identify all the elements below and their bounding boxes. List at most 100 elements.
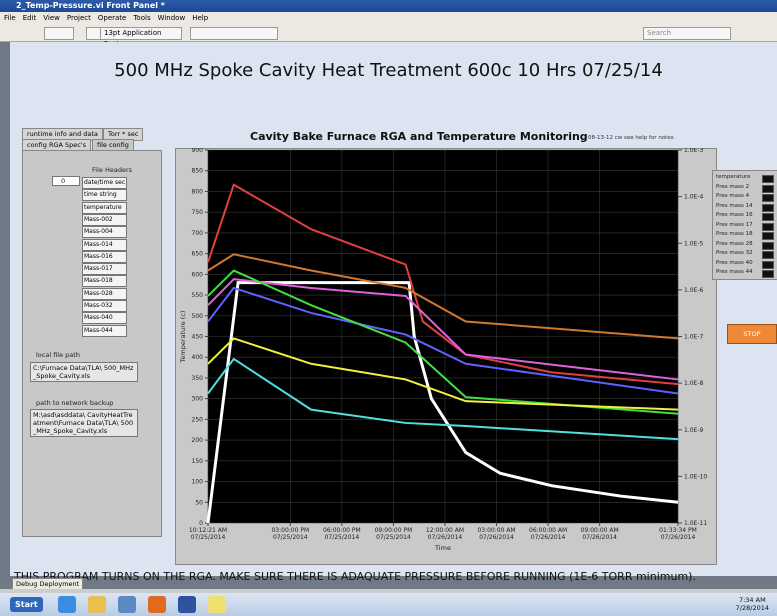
series-line xyxy=(207,253,679,340)
app-icon[interactable] xyxy=(118,596,136,613)
legend-entry: temperature xyxy=(716,174,751,180)
clock-time: 7:34 AM xyxy=(738,596,766,604)
tab[interactable]: file config xyxy=(92,139,134,152)
x-tick-label: 10:12:21 AM 07/25/2014 xyxy=(188,527,228,541)
y-tick-label: 700 xyxy=(192,230,204,237)
start-button[interactable]: Start xyxy=(10,597,43,612)
legend-swatch xyxy=(762,175,774,183)
file-header-item[interactable]: temperature xyxy=(82,201,127,214)
y-tick-label: 250 xyxy=(192,416,204,423)
y-tick-label: 150 xyxy=(192,458,204,465)
file-header-item[interactable]: Mass-004 xyxy=(82,226,127,239)
index-control[interactable]: 0 xyxy=(52,176,80,186)
x-tick-label: 03:00:00 AM 07/26/2014 xyxy=(477,527,516,541)
y2-tick-label: 1.0E-5 xyxy=(684,240,703,247)
file-headers-label: File Headers xyxy=(92,166,132,174)
legend-swatch xyxy=(762,270,774,278)
search-box[interactable]: Search xyxy=(643,27,731,40)
series-line xyxy=(207,278,679,381)
y2-tick-label: 1.0E-9 xyxy=(684,427,703,434)
legend-entry: Pres mass 2 xyxy=(716,183,750,190)
legend-swatch xyxy=(762,241,774,250)
footer-note: THIS PROGRAM TURNS ON THE RGA. MAKE SURE… xyxy=(14,570,696,583)
x-axis-label: Time xyxy=(434,544,451,552)
y-axis-label: Temperature (c) xyxy=(179,311,187,364)
menu-bar: File Edit View Project Operate Tools Window Hel… xyxy=(0,12,777,24)
x-tick-label: 06:00:00 PM 07/25/2014 xyxy=(323,527,361,541)
y-tick-label: 850 xyxy=(192,168,204,175)
legend-entry: Pres mass 28 xyxy=(716,240,753,247)
x-tick-label: 06:00:00 AM 07/26/2014 xyxy=(529,527,568,541)
y-tick-label: 300 xyxy=(192,396,204,403)
menu-item[interactable]: File xyxy=(4,14,16,22)
y2-tick-label: 1.0E-6 xyxy=(684,287,703,294)
chart: 0 50 100 150 200 250 300 350 400 450 500 550 600 650 7… xyxy=(179,148,707,552)
run-buttons[interactable] xyxy=(44,27,74,40)
legend-swatch xyxy=(762,232,774,240)
y-tick-label: 500 xyxy=(192,313,204,320)
y2-tick-label: 1.0E-10 xyxy=(684,473,707,480)
y2-tick-label: 1.0E-3 xyxy=(684,148,703,154)
legend-entry: Pres mass 16 xyxy=(716,212,753,218)
x-tick-label: 09:00:00 PM 07/25/2014 xyxy=(374,527,413,541)
legend-swatch xyxy=(762,194,774,202)
file-header-item[interactable]: Mass-028 xyxy=(82,287,127,300)
legend: temperature Pres mass 2 Pres mass 4 Pres ma… xyxy=(712,170,777,280)
y-tick-label: 350 xyxy=(192,375,204,382)
legend-entry: Pres mass 32 xyxy=(716,250,753,256)
y-tick-label: 200 xyxy=(192,437,204,444)
window-title: 2_Temp-Pressure.vi Front Panel * xyxy=(16,1,165,10)
network-path[interactable]: M:\asd\asddata\ CavityHeatTreatment\Furn… xyxy=(30,409,138,437)
file-header-item[interactable]: Mass-017 xyxy=(82,263,127,276)
file-header-item[interactable]: Mass-032 xyxy=(82,300,127,312)
app-icon[interactable] xyxy=(178,596,196,613)
series-line xyxy=(207,337,679,411)
x-tick-label: 01:33:34 PM 07/26/2014 xyxy=(659,527,697,541)
y-tick-label: 650 xyxy=(192,251,204,258)
app-icon[interactable] xyxy=(88,596,106,613)
y-tick-label: 900 xyxy=(192,148,204,154)
file-header-item[interactable]: time string xyxy=(82,189,127,202)
clock-date: 7/28/2014 xyxy=(735,604,769,612)
legend-swatch xyxy=(762,222,774,231)
chart-title: Cavity Bake Furnace RGA and Temperature … xyxy=(250,130,588,143)
app-icon[interactable] xyxy=(58,596,76,613)
taskbar: Start 7:34 AM 7/28/2014 xyxy=(0,593,777,616)
series-line xyxy=(207,357,679,441)
x-tick-label: 03:00:00 PM 07/25/2014 xyxy=(271,527,310,541)
file-header-item[interactable]: date/time sec xyxy=(82,177,127,189)
title-bar: 2_Temp-Pressure.vi Front Panel * xyxy=(0,0,777,12)
y-tick-label: 100 xyxy=(192,479,204,486)
file-header-item[interactable]: Mass-002 xyxy=(82,213,127,226)
y-tick-label: 800 xyxy=(192,188,204,195)
scrollbar[interactable] xyxy=(0,589,777,593)
y2-tick-label: 1.0E-4 xyxy=(684,194,703,201)
series-line xyxy=(207,269,679,415)
menu-item[interactable]: Window xyxy=(157,14,186,22)
local-path-label: local file path xyxy=(36,351,80,359)
file-header-item[interactable]: Mass-018 xyxy=(82,275,127,288)
stop-button[interactable]: STOP xyxy=(727,324,777,344)
file-header-item[interactable]: Mass-014 xyxy=(82,238,127,251)
y-tick-label: 0 xyxy=(199,520,203,527)
file-header-item[interactable]: Mass-016 xyxy=(82,250,127,263)
font-select[interactable]: 13pt Application Font xyxy=(100,27,182,48)
legend-swatch xyxy=(762,213,774,221)
menu-item[interactable]: Project xyxy=(66,14,91,22)
file-header-item[interactable]: Mass-044 xyxy=(82,324,127,337)
panel-heading: 500 MHz Spoke Cavity Heat Treatment 600c… xyxy=(114,60,663,81)
y-tick-label: 450 xyxy=(192,334,204,341)
menu-item[interactable]: Operate xyxy=(97,14,127,22)
menu-item[interactable]: Edit xyxy=(22,14,37,22)
menu-item[interactable]: View xyxy=(43,14,60,22)
app-icon[interactable] xyxy=(208,596,226,613)
app-icon[interactable] xyxy=(148,596,166,613)
align-tools[interactable] xyxy=(190,27,278,40)
local-path[interactable]: C:\Furnace Data\TLA\ 500_MHz_Spoke_Cavit… xyxy=(30,362,138,382)
file-header-item[interactable]: Mass-040 xyxy=(82,312,127,325)
y-tick-label: 600 xyxy=(192,271,204,278)
menu-item[interactable]: Help xyxy=(192,14,209,22)
menu-item[interactable]: Tools xyxy=(133,14,151,22)
network-path-label: path to network backup xyxy=(36,399,114,407)
